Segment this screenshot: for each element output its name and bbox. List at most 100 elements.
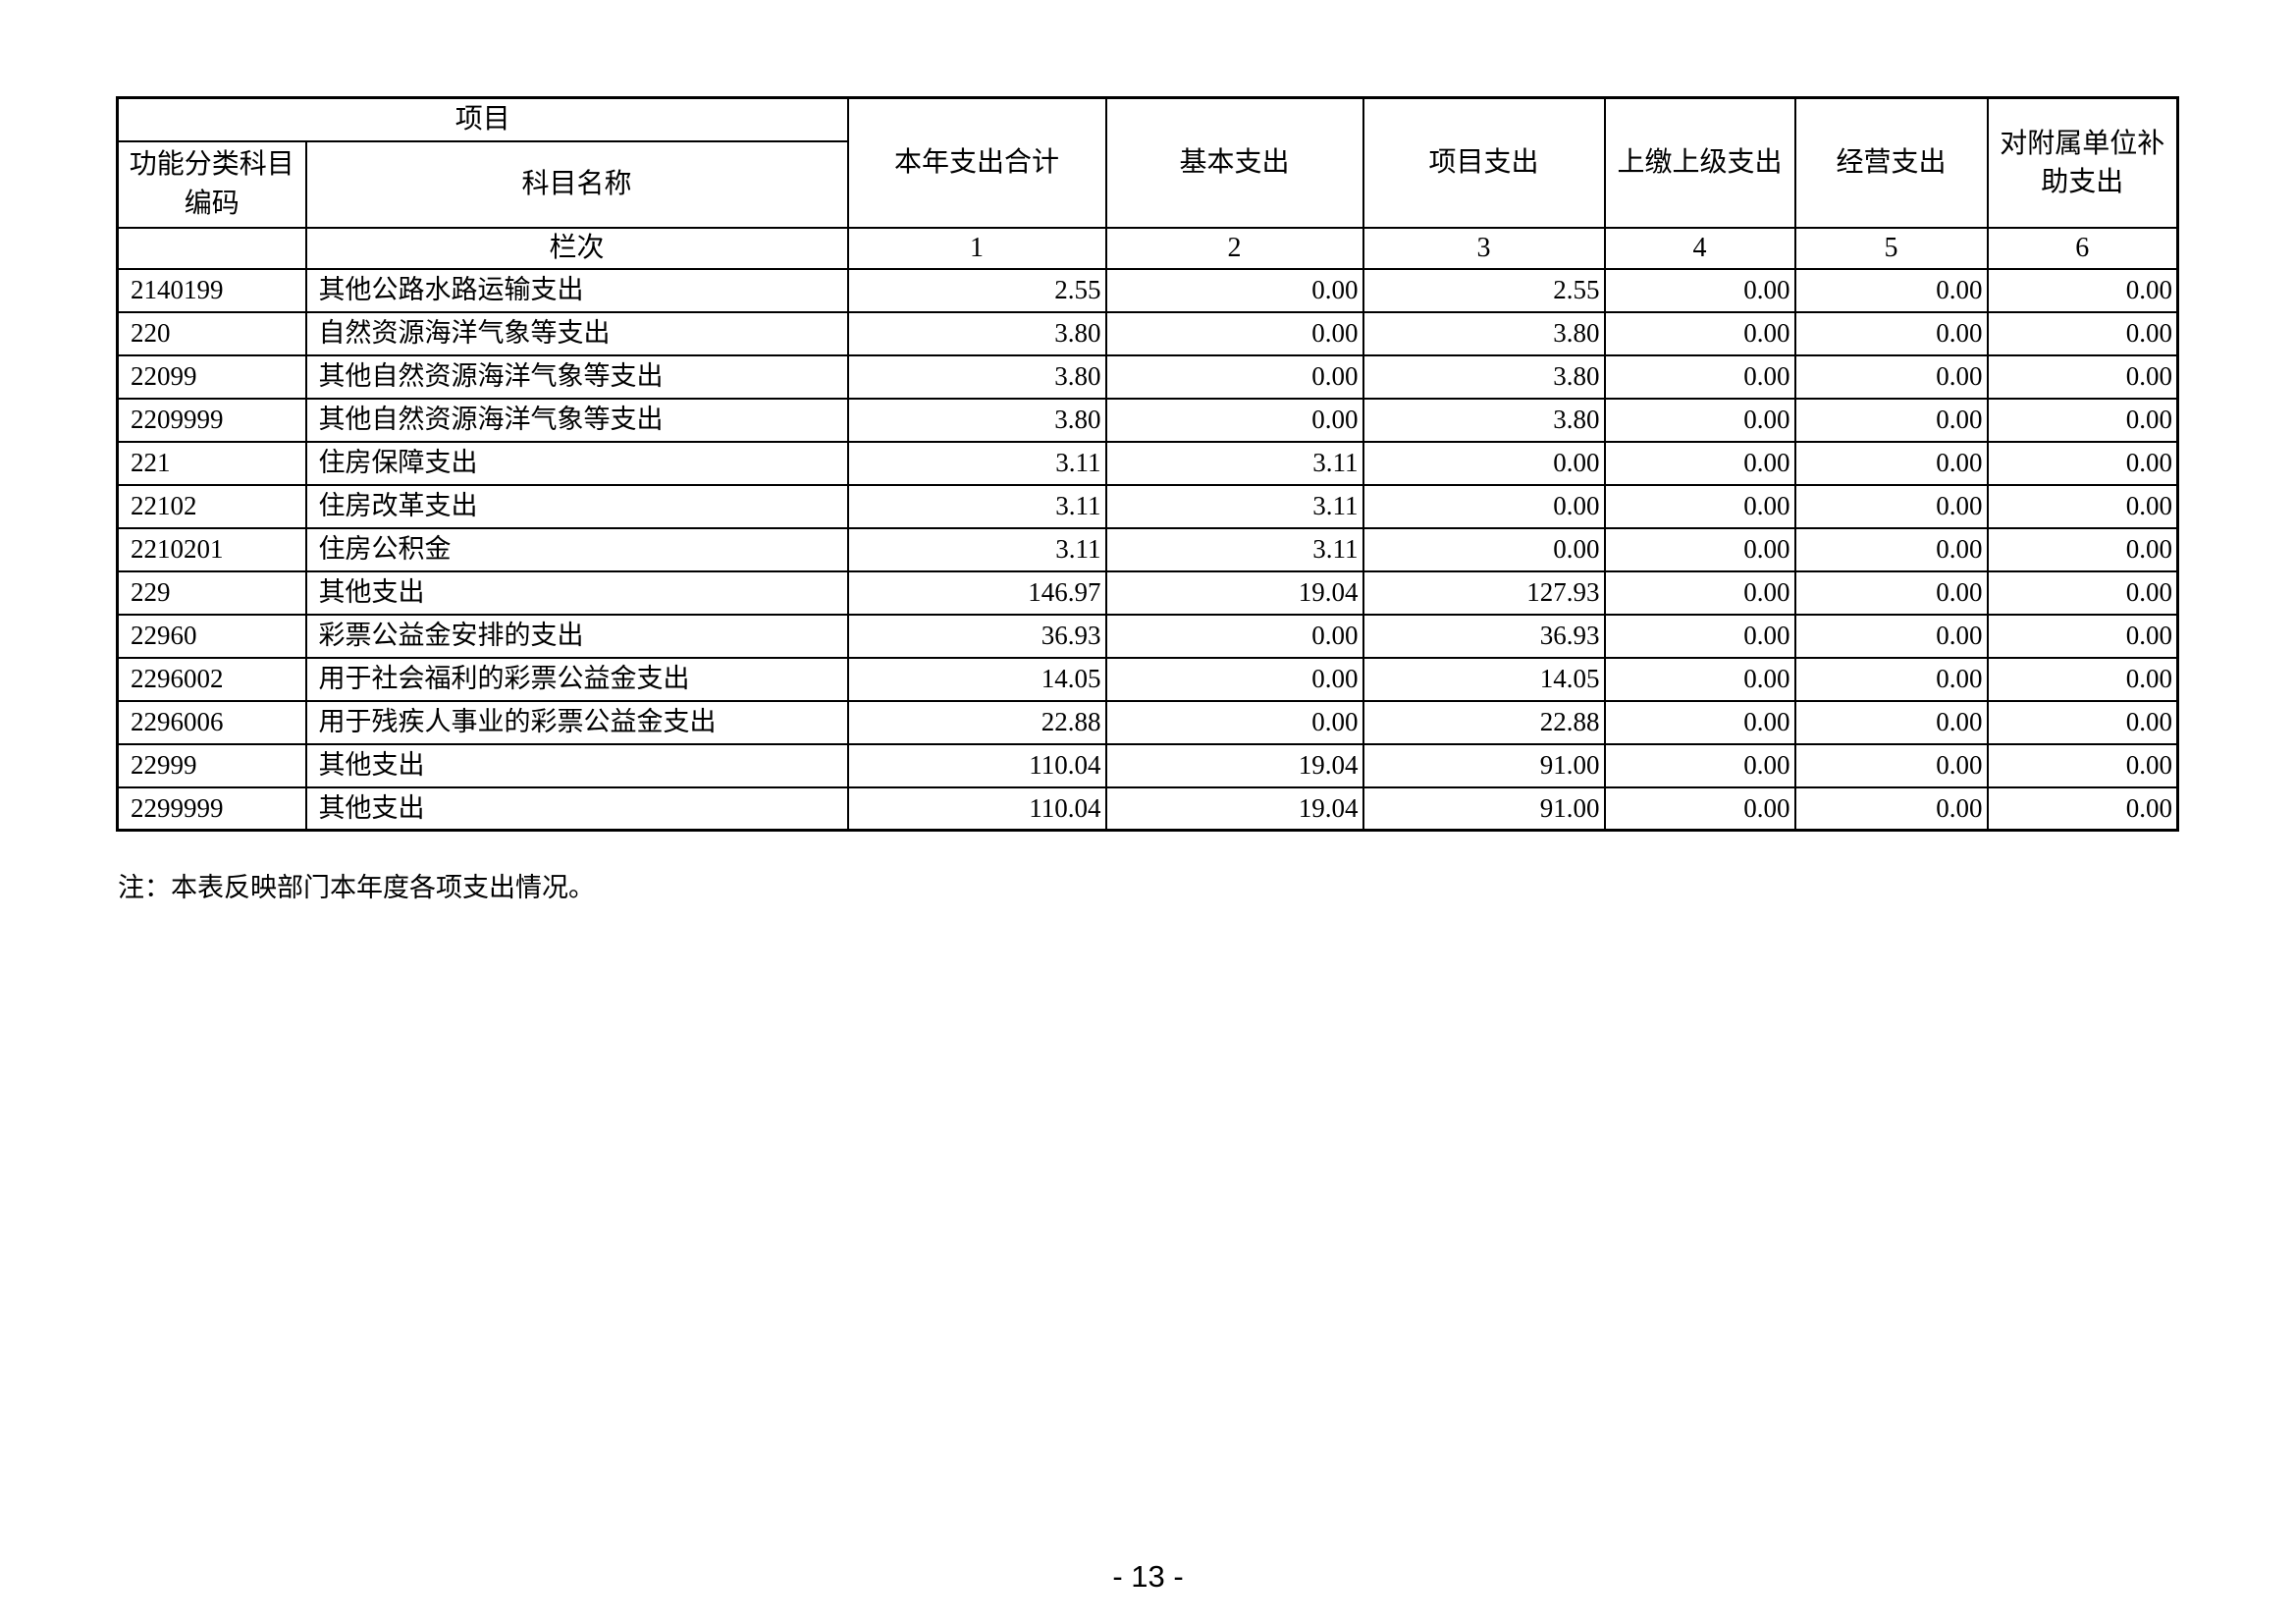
code-cell: 2296002 xyxy=(116,656,307,702)
value-cell: 3.80 xyxy=(846,353,1107,400)
value-cell: 0.00 xyxy=(1793,785,1989,832)
subject-name-cell: 用于社会福利的彩票公益金支出 xyxy=(304,656,849,702)
value-cell: 19.04 xyxy=(1104,785,1364,832)
value-cell: 0.00 xyxy=(1793,397,1989,443)
table-note: 注：本表反映部门本年度各项支出情况。 xyxy=(118,873,595,902)
value-cell: 91.00 xyxy=(1362,785,1606,832)
expenditure-table: 项目 本年支出合计 基本支出 项目支出 上缴上级支出 经营支出 对附属单位补助支… xyxy=(116,96,2179,832)
value-cell: 2.55 xyxy=(1362,267,1606,313)
code-cell: 22999 xyxy=(116,742,307,788)
column-index-1: 1 xyxy=(846,226,1107,270)
value-cell: 0.00 xyxy=(1986,569,2179,616)
value-cell: 0.00 xyxy=(1986,613,2179,659)
value-cell: 0.00 xyxy=(1986,785,2179,832)
table-row: 2210201 住房公积金 3.11 3.11 0.00 0.00 0.00 0.00 xyxy=(116,526,2179,572)
value-cell: 0.00 xyxy=(1362,440,1606,486)
subject-name-cell: 其他支出 xyxy=(304,569,849,616)
code-cell: 2296006 xyxy=(116,699,307,745)
code-cell: 22960 xyxy=(116,613,307,659)
value-cell: 0.00 xyxy=(1793,483,1989,529)
value-cell: 36.93 xyxy=(1362,613,1606,659)
header-project: 项目 xyxy=(116,96,849,142)
value-cell: 146.97 xyxy=(846,569,1107,616)
value-cell: 0.00 xyxy=(1793,440,1989,486)
value-cell: 0.00 xyxy=(1986,310,2179,356)
code-cell: 221 xyxy=(116,440,307,486)
code-cell: 229 xyxy=(116,569,307,616)
value-cell: 0.00 xyxy=(1603,483,1796,529)
lanci-label: 栏次 xyxy=(304,226,849,270)
value-cell: 14.05 xyxy=(1362,656,1606,702)
value-cell: 0.00 xyxy=(1986,699,2179,745)
value-cell: 0.00 xyxy=(1793,613,1989,659)
subject-name-cell: 其他公路水路运输支出 xyxy=(304,267,849,313)
value-cell: 2.55 xyxy=(846,267,1107,313)
value-cell: 0.00 xyxy=(1362,483,1606,529)
column-index-4: 4 xyxy=(1603,226,1796,270)
value-cell: 3.80 xyxy=(1362,310,1606,356)
value-cell: 0.00 xyxy=(1793,310,1989,356)
header-operating-expenditure: 经营支出 xyxy=(1793,96,1989,229)
value-cell: 0.00 xyxy=(1793,699,1989,745)
code-cell: 2210201 xyxy=(116,526,307,572)
code-cell: 220 xyxy=(116,310,307,356)
value-cell: 0.00 xyxy=(1104,699,1364,745)
code-cell: 22099 xyxy=(116,353,307,400)
header-total-expenditure: 本年支出合计 xyxy=(846,96,1107,229)
value-cell: 0.00 xyxy=(1603,397,1796,443)
value-cell: 0.00 xyxy=(1104,267,1364,313)
value-cell: 0.00 xyxy=(1603,785,1796,832)
column-index-3: 3 xyxy=(1362,226,1606,270)
subject-name-cell: 用于残疾人事业的彩票公益金支出 xyxy=(304,699,849,745)
code-cell: 2209999 xyxy=(116,397,307,443)
value-cell: 3.80 xyxy=(846,310,1107,356)
value-cell: 3.11 xyxy=(846,440,1107,486)
value-cell: 0.00 xyxy=(1104,353,1364,400)
table-row: 2296002 用于社会福利的彩票公益金支出 14.05 0.00 14.05 0.00 0… xyxy=(116,656,2179,702)
value-cell: 0.00 xyxy=(1986,267,2179,313)
column-index-2: 2 xyxy=(1104,226,1364,270)
value-cell: 3.11 xyxy=(1104,440,1364,486)
header-basic-expenditure: 基本支出 xyxy=(1104,96,1364,229)
value-cell: 3.80 xyxy=(1362,397,1606,443)
header-function-code: 功能分类科目编码 xyxy=(116,139,307,229)
value-cell: 0.00 xyxy=(1793,353,1989,400)
subject-name-cell: 其他支出 xyxy=(304,742,849,788)
header-upward-payment: 上缴上级支出 xyxy=(1603,96,1796,229)
value-cell: 0.00 xyxy=(1986,483,2179,529)
value-cell: 0.00 xyxy=(1603,310,1796,356)
header-subject-name: 科目名称 xyxy=(304,139,849,229)
value-cell: 0.00 xyxy=(1603,353,1796,400)
code-cell: 2299999 xyxy=(116,785,307,832)
code-cell: 2140199 xyxy=(116,267,307,313)
subject-name-cell: 住房改革支出 xyxy=(304,483,849,529)
table-header: 项目 本年支出合计 基本支出 项目支出 上缴上级支出 经营支出 对附属单位补助支… xyxy=(116,96,2179,270)
table-row: 22960 彩票公益金安排的支出 36.93 0.00 36.93 0.00 0.00 0.0… xyxy=(116,613,2179,659)
value-cell: 3.11 xyxy=(1104,526,1364,572)
table-row: 2140199 其他公路水路运输支出 2.55 0.00 2.55 0.00 0.00 0.0… xyxy=(116,267,2179,313)
value-cell: 0.00 xyxy=(1986,353,2179,400)
value-cell: 0.00 xyxy=(1986,526,2179,572)
value-cell: 0.00 xyxy=(1603,656,1796,702)
value-cell: 3.80 xyxy=(846,397,1107,443)
value-cell: 0.00 xyxy=(1986,656,2179,702)
value-cell: 110.04 xyxy=(846,785,1107,832)
table-row: 2209999 其他自然资源海洋气象等支出 3.80 0.00 3.80 0.00 0.00… xyxy=(116,397,2179,443)
value-cell: 3.11 xyxy=(1104,483,1364,529)
value-cell: 0.00 xyxy=(1104,613,1364,659)
code-cell: 22102 xyxy=(116,483,307,529)
table-row: 221 住房保障支出 3.11 3.11 0.00 0.00 0.00 0.00 xyxy=(116,440,2179,486)
value-cell: 3.11 xyxy=(846,526,1107,572)
value-cell: 36.93 xyxy=(846,613,1107,659)
value-cell: 0.00 xyxy=(1603,742,1796,788)
value-cell: 3.80 xyxy=(1362,353,1606,400)
value-cell: 0.00 xyxy=(1603,613,1796,659)
value-cell: 127.93 xyxy=(1362,569,1606,616)
value-cell: 0.00 xyxy=(1986,440,2179,486)
value-cell: 0.00 xyxy=(1793,569,1989,616)
subject-name-cell: 住房保障支出 xyxy=(304,440,849,486)
value-cell: 0.00 xyxy=(1603,440,1796,486)
value-cell: 0.00 xyxy=(1793,267,1989,313)
value-cell: 0.00 xyxy=(1104,310,1364,356)
